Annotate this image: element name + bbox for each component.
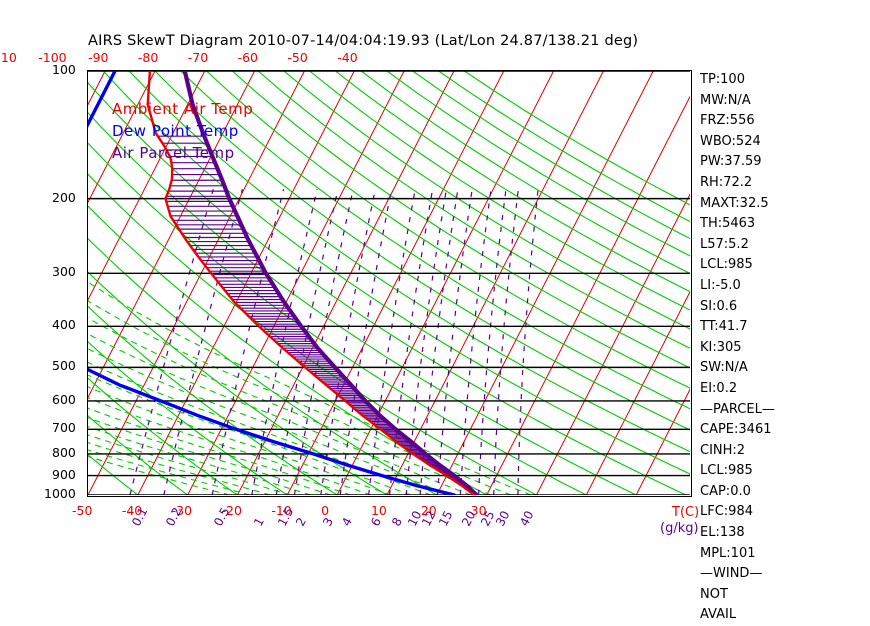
top-temp-tick: -80 <box>137 50 159 65</box>
plot-area <box>87 70 692 497</box>
bottom-temp-tick: 0 <box>321 503 330 518</box>
bottom-temp-tick: 30 <box>470 503 487 518</box>
parameter-row: LI:-5.0 <box>700 277 741 293</box>
parameter-row: SI:0.6 <box>700 298 738 314</box>
mixing-ratio-tick: 40 <box>516 508 537 529</box>
parameter-row: LCL:985 <box>700 257 753 273</box>
mixing-ratio-tick: 30 <box>492 508 513 529</box>
pressure-tick: 100 <box>52 62 76 77</box>
top-temp-tick: -100 <box>38 50 67 65</box>
bottom-temp-tick: 10 <box>370 503 387 518</box>
parameter-row: L57:5.2 <box>700 236 749 252</box>
parameter-row: FRZ:556 <box>700 113 755 129</box>
pressure-tick: 500 <box>52 358 76 374</box>
temperature-unit-label: T(C) <box>672 505 700 520</box>
parameter-row: SW:N/A <box>700 360 748 376</box>
mixing-ratio-unit-label: (g/kg) <box>660 521 699 536</box>
mixing-ratio-tick: 4 <box>339 515 356 529</box>
parameter-row: CAP:0.0 <box>700 483 751 499</box>
bottom-temp-tick: -50 <box>72 503 93 518</box>
skewt-plot-svg <box>88 71 690 495</box>
parameter-row: TP:100 <box>700 72 745 87</box>
parameter-panel: TP:100 MW:N/A FRZ:556 WBO:524 PW:37.59 RH:72.… <box>700 70 868 626</box>
parameter-row: LFC:984 <box>700 504 753 520</box>
pressure-tick: 800 <box>52 444 76 460</box>
parameter-row: KI:305 <box>700 339 742 355</box>
mixing-ratio-tick: 1 <box>250 515 267 529</box>
parameter-row: TT:41.7 <box>700 319 748 335</box>
parameter-row: MW:N/A <box>700 92 751 108</box>
legend-item-2: Dew Point Temp <box>112 122 239 140</box>
parameter-row: —WIND— <box>700 566 763 582</box>
page-title: AIRS SkewT Diagram 2010-07-14/04:04:19.9… <box>88 33 639 49</box>
parameter-row: TH:5463 <box>700 216 756 232</box>
top-temp-tick: -90 <box>88 50 109 65</box>
pressure-tick: 900 <box>52 466 76 482</box>
pressure-tick: 600 <box>52 391 76 407</box>
pressure-tick: 300 <box>52 264 76 280</box>
top-temp-tick: -40 <box>337 50 358 65</box>
parameter-row: MAXT:32.5 <box>700 195 769 211</box>
parameter-row: EI:0.2 <box>700 380 738 396</box>
pressure-tick: 1000 <box>44 486 76 501</box>
bottom-temp-tick: -40 <box>121 503 143 518</box>
parameter-row: NOT <box>700 586 728 602</box>
parameter-row: LCL:985 <box>700 463 753 479</box>
parameter-row: CINH:2 <box>700 442 746 458</box>
top-temp-tick: -70 <box>187 50 209 65</box>
parameter-row: EL:138 <box>700 525 745 541</box>
pressure-tick: 200 <box>52 189 76 205</box>
top-temp-tick: -60 <box>237 50 258 65</box>
parameter-row: CAPE:3461 <box>700 422 772 438</box>
mixing-ratio-tick: 2 <box>293 515 310 529</box>
legend-item-3: Air Parcel Temp <box>112 144 235 162</box>
pressure-tick: 700 <box>52 420 76 436</box>
mixing-ratio-tick: 8 <box>388 515 405 529</box>
parameter-row: PW:37.59 <box>700 154 762 170</box>
mixing-ratio-tick: 3 <box>319 515 336 529</box>
top-temp-tick: -110 <box>0 50 17 65</box>
parameter-row: WBO:524 <box>700 133 761 149</box>
pressure-tick: 400 <box>52 317 76 333</box>
parameter-row: —PARCEL— <box>700 401 775 417</box>
skewt-diagram-page: AIRS SkewT Diagram 2010-07-14/04:04:19.9… <box>0 33 775 623</box>
parameter-row: RH:72.2 <box>700 174 753 190</box>
bottom-temp-tick: 20 <box>420 503 437 518</box>
legend-item-1: Ambient Air Temp <box>112 100 254 118</box>
parameter-row: MPL:101 <box>700 545 756 561</box>
parameter-row: AVAIL <box>700 607 737 623</box>
bottom-temp-tick: -10 <box>271 503 292 518</box>
mixing-ratio-tick: 15 <box>436 508 456 529</box>
top-temp-tick: -50 <box>287 50 308 65</box>
bottom-temp-tick: -30 <box>171 503 193 518</box>
bottom-temp-tick: -20 <box>221 503 242 518</box>
